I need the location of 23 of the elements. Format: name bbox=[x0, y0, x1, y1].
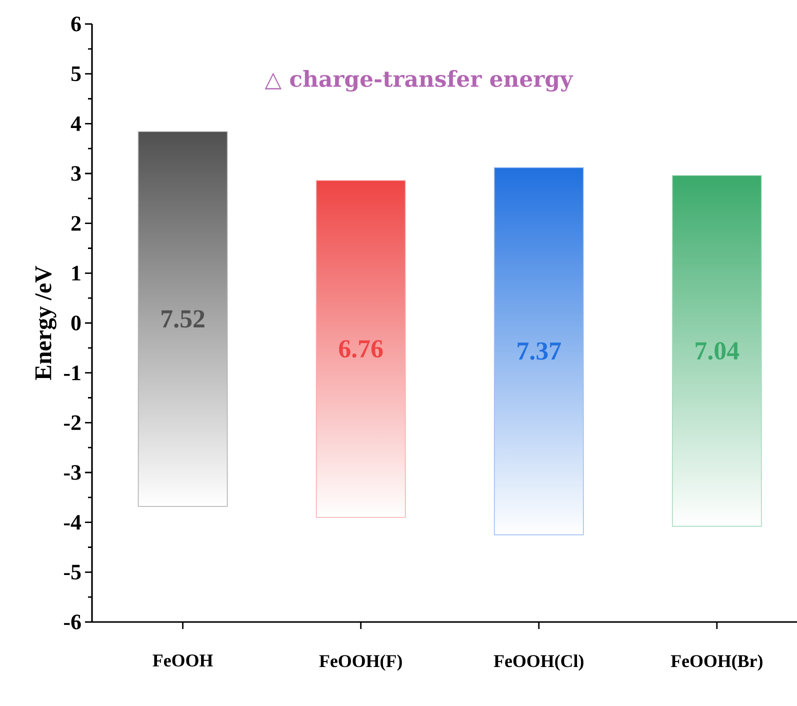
x-tick-label: FeOOH(F) bbox=[319, 654, 402, 671]
y-tick-label: 6 bbox=[71, 16, 81, 32]
data-label: 7.52 bbox=[162, 310, 204, 328]
y-axis-title: Energy /eV bbox=[35, 266, 56, 380]
y-tick-label: -4 bbox=[64, 515, 82, 530]
x-tick-label: FeOOH bbox=[152, 654, 213, 667]
data-label: 7.37 bbox=[518, 342, 561, 360]
data-label: 7.04 bbox=[696, 342, 740, 360]
y-tick-label: -2 bbox=[64, 415, 81, 430]
annotation: △ charge-transfer energy bbox=[264, 70, 574, 92]
data-label: 6.76 bbox=[339, 340, 383, 358]
x-tick-label: FeOOH(Br) bbox=[670, 654, 762, 671]
y-tick-label: -3 bbox=[64, 465, 81, 480]
y-tick-label: 0 bbox=[71, 316, 81, 330]
y-tick-label: -6 bbox=[64, 614, 81, 630]
y-tick-label: 2 bbox=[71, 216, 81, 231]
y-tick-label: -1 bbox=[64, 366, 80, 380]
y-tick-label: 4 bbox=[70, 116, 82, 131]
y-tick-label: 1 bbox=[72, 266, 80, 280]
y-tick-label: 3 bbox=[71, 166, 81, 181]
y-tick-label: -5 bbox=[64, 564, 81, 580]
x-tick-label: FeOOH(Cl) bbox=[494, 654, 584, 671]
y-tick-label: 5 bbox=[71, 66, 81, 82]
